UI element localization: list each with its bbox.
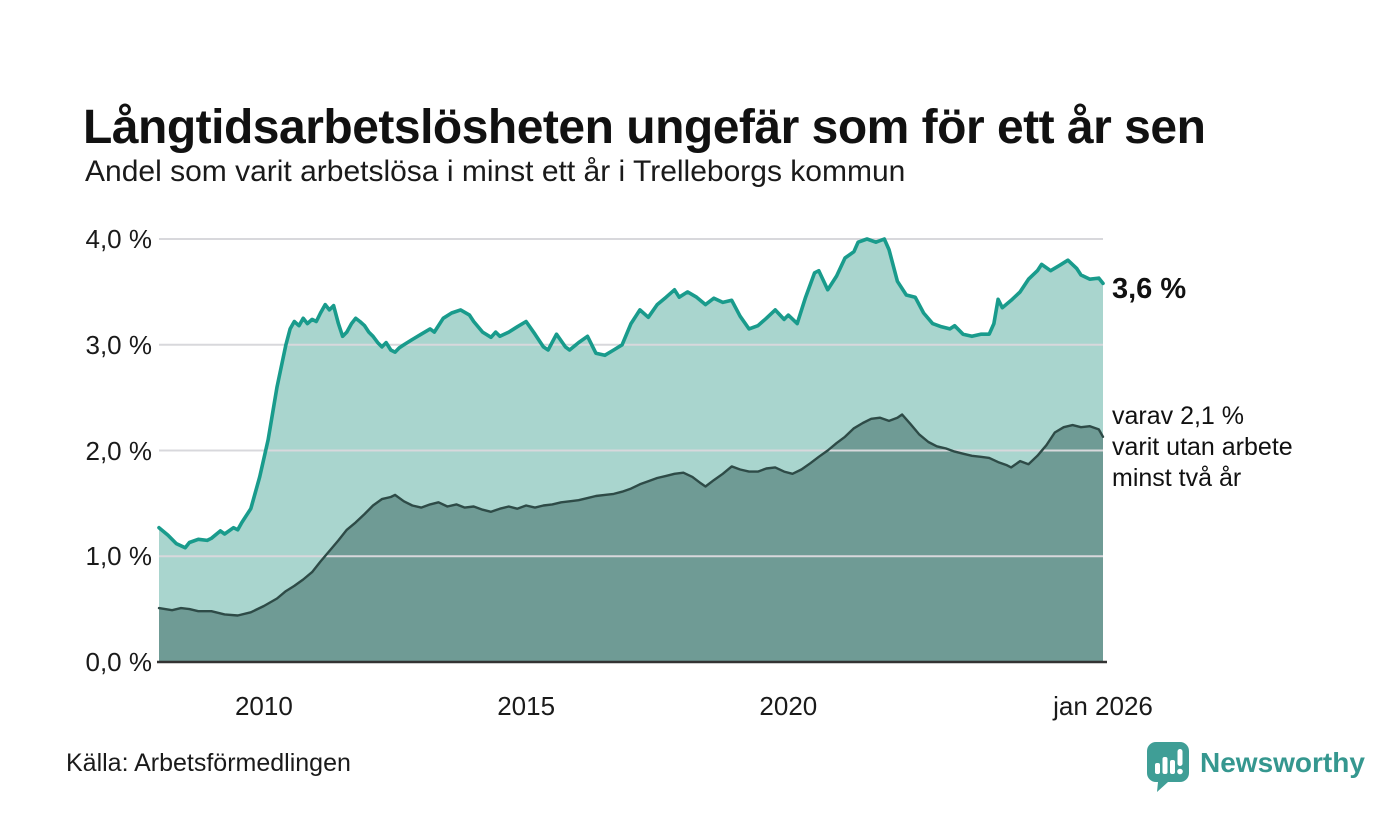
subseries-annotation: varav 2,1 % varit utan arbete minst två … (1112, 401, 1293, 494)
y-tick-label: 0,0 % (85, 647, 153, 677)
source-caption: Källa: Arbetsförmedlingen (66, 749, 351, 777)
logo-exclamation-icon (1177, 749, 1183, 766)
logo-bar-icon (1170, 760, 1175, 774)
x-tick-label: jan 2026 (1053, 691, 1153, 721)
x-tick-label: 2020 (759, 691, 818, 721)
logo-exclamation-dot (1177, 768, 1183, 775)
subseries-annotation-line: varit utan arbete (1112, 433, 1293, 461)
line-minst-ett-ar (157, 237, 1105, 550)
brand-name: Newsworthy (1200, 747, 1365, 778)
gridlines (159, 238, 1103, 558)
y-tick-label: 2,0 % (85, 435, 153, 466)
x-tick-label: 2010 (234, 691, 293, 721)
y-tick-label: 4,0 % (85, 224, 153, 254)
newsworthy-logo: Newsworthy (1146, 741, 1365, 793)
y-tick-label: 1,0 % (85, 541, 153, 572)
logo-bar-icon (1162, 757, 1168, 774)
newsworthy-logo-icon (1147, 742, 1189, 792)
subseries-annotation-line: varav 2,1 % (1112, 402, 1245, 430)
chart-subtitle: Andel som varit arbetslösa i minst ett å… (85, 155, 906, 188)
subseries-annotation-line: minst två år (1112, 464, 1242, 492)
area-fill-minst-tva-ar (159, 414, 1103, 662)
y-tick-label: 3,0 % (85, 329, 153, 360)
logo-bar-icon (1155, 763, 1160, 774)
line-minst-tva-ar (157, 413, 1105, 617)
x-tick-label: 2015 (497, 691, 556, 721)
end-value-label: 3,6 % (1112, 273, 1187, 305)
page-title: Långtidsarbetslösheten ungefär som för e… (83, 101, 1206, 155)
